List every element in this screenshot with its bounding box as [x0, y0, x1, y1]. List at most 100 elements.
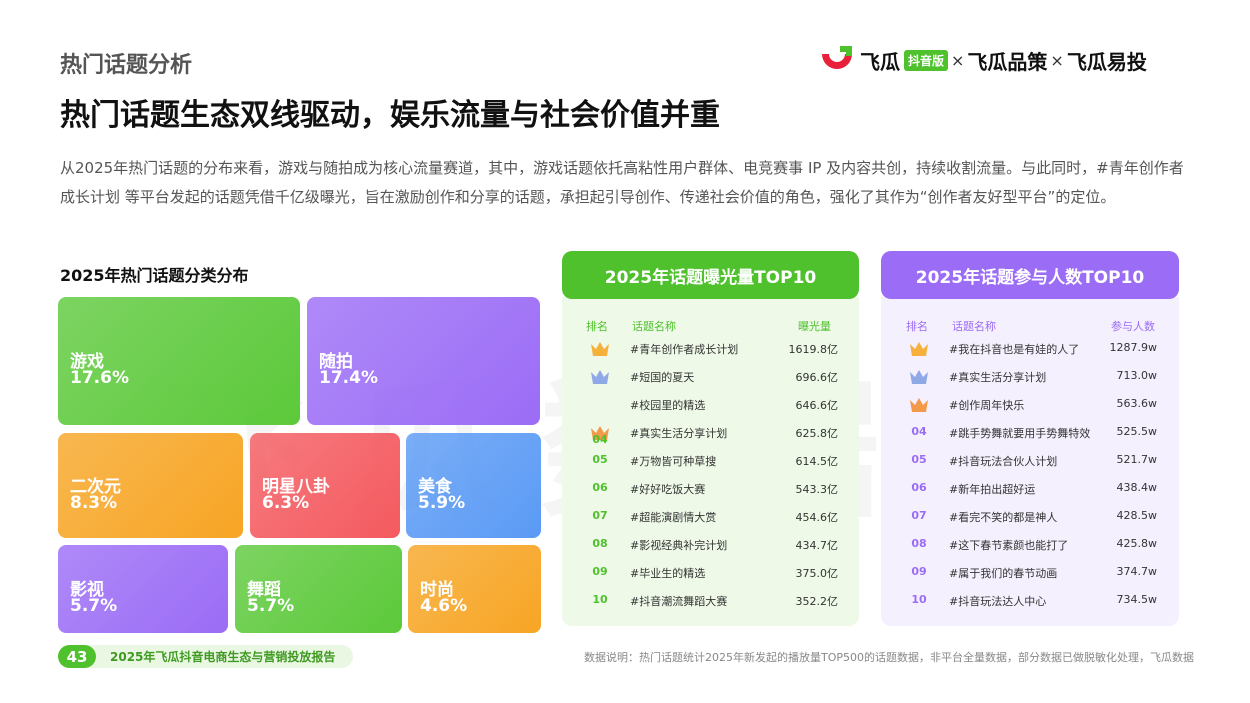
- participants-rank: 08: [911, 537, 927, 550]
- treemap-tile: 随拍 17.4%: [307, 297, 540, 425]
- participants-row: 04 #跳手势舞就要用手势舞特效 525.5w: [907, 425, 1157, 445]
- exposure-row: #短国的夏天 696.6亿: [588, 369, 838, 389]
- treemap-tile: 游戏 17.6%: [58, 297, 300, 425]
- crown-icon: [910, 342, 928, 356]
- participants-row: #真实生活分享计划 713.0w: [907, 369, 1157, 389]
- footer-report-badge: 43 2025年飞瓜抖音电商生态与营销投放报告: [58, 645, 354, 668]
- exposure-value: 625.8亿: [795, 427, 839, 440]
- feigua-logo-icon: [822, 46, 852, 69]
- participants-row: 10 #抖音玩法达人中心 734.5w: [907, 593, 1157, 613]
- treemap-tile-value: 17.4%: [319, 368, 378, 388]
- participants-top10-panel: 2025年话题参与人数TOP10: [881, 251, 1179, 626]
- participants-value: 734.5w: [1116, 593, 1158, 606]
- footer-report-title: 2025年飞瓜抖音电商生态与营销投放报告: [110, 650, 336, 664]
- treemap-tile-value: 5.7%: [70, 596, 118, 616]
- treemap-tile-label: 美食: [418, 477, 452, 497]
- participants-rank: 10: [911, 593, 927, 606]
- crown-icon: [910, 398, 928, 412]
- treemap-tile: 影视 5.7%: [58, 545, 228, 633]
- exposure-panel-title: 2025年话题曝光量TOP10: [562, 251, 859, 299]
- participants-row: 09 #属于我们的春节动画 374.7w: [907, 565, 1157, 585]
- exposure-rank: 07: [592, 509, 608, 522]
- participants-topic-name: #抖音玩法合伙人计划: [949, 455, 1058, 468]
- exposure-row: 04 #真实生活分享计划 625.8亿: [588, 425, 839, 446]
- participants-rank: 09: [911, 565, 927, 578]
- treemap-tile: 二次元 8.3%: [58, 433, 243, 538]
- exposure-value: 543.3亿: [795, 483, 839, 496]
- participants-topic-name: #这下春节素颜也能打了: [949, 539, 1069, 552]
- participants-rank: 07: [911, 509, 927, 522]
- participants-value: 563.6w: [1116, 397, 1158, 410]
- participants-col-value: 参与人数: [1111, 320, 1155, 333]
- exposure-col-rank: 排名: [586, 320, 608, 333]
- treemap-tile: 时尚 4.6%: [408, 545, 541, 633]
- exposure-topic-name: #短国的夏天: [630, 371, 695, 384]
- logo-badge: 抖音版: [904, 49, 949, 71]
- participants-topic-name: #我在抖音也是有娃的人了: [949, 343, 1080, 356]
- exposure-rank: 09: [592, 565, 608, 578]
- exposure-row: #青年创作者成长计划 1619.8亿: [588, 341, 838, 361]
- exposure-row: 05 #万物皆可种草搜 614.5亿: [588, 453, 838, 473]
- crown-icon: [910, 370, 928, 384]
- exposure-rank: 05: [592, 453, 608, 466]
- exposure-row: 10 #抖音潮流舞蹈大赛 352.2亿: [588, 593, 838, 613]
- treemap-title: 2025年热门话题分类分布: [60, 266, 249, 285]
- crown-icon: [591, 426, 609, 440]
- exposure-topic-name: #好好吃饭大赛: [630, 483, 706, 496]
- participants-value: 374.7w: [1116, 565, 1158, 578]
- exposure-rank: 06: [592, 481, 608, 494]
- exposure-topic-name: #校园里的精选: [630, 399, 706, 412]
- treemap-tile-label: 舞蹈: [247, 580, 281, 600]
- treemap-tile-value: 8.3%: [70, 493, 118, 513]
- treemap-tile: 明星八卦 6.3%: [250, 433, 400, 538]
- exposure-row: 06 #好好吃饭大赛 543.3亿: [588, 481, 838, 501]
- logo-separator: ×: [951, 50, 965, 70]
- page-number: 43: [58, 645, 96, 668]
- exposure-topic-name: #青年创作者成长计划: [630, 343, 739, 356]
- participants-panel-title: 2025年话题参与人数TOP10: [881, 251, 1179, 299]
- exposure-col-value: 曝光量: [798, 320, 831, 333]
- logo-brand: 飞瓜: [860, 49, 900, 74]
- exposure-value: 375.0亿: [795, 567, 839, 580]
- participants-row: 07 #看完不笑的都是神人 428.5w: [907, 509, 1157, 529]
- exposure-topic-name: #毕业生的精选: [630, 567, 706, 580]
- exposure-rank: 04: [592, 433, 608, 446]
- participants-value: 521.7w: [1116, 453, 1158, 466]
- exposure-top10-panel: 2025年话题曝光量TOP10: [562, 251, 859, 626]
- participants-value: 1287.9w: [1109, 341, 1158, 354]
- participants-topic-name: #创作周年快乐: [949, 399, 1025, 412]
- treemap-tile-value: 5.9%: [418, 493, 466, 513]
- exposure-row: #校园里的精选 646.6亿: [588, 397, 838, 417]
- treemap-tile-value: 17.6%: [70, 368, 129, 388]
- treemap-tile-label: 随拍: [319, 352, 353, 372]
- exposure-rank: 10: [592, 593, 608, 606]
- participants-col-name: 话题名称: [952, 320, 996, 333]
- brand-logo: 飞瓜 抖音版 × 飞瓜品策 × 飞瓜易投: [818, 44, 1147, 76]
- treemap-tile-label: 游戏: [70, 352, 104, 372]
- exposure-value: 696.6亿: [795, 371, 839, 384]
- participants-value: 713.0w: [1116, 369, 1158, 382]
- treemap-tile-label: 明星八卦: [262, 477, 330, 497]
- page-title: 热门话题生态双线驱动，娱乐流量与社会价值并重: [60, 98, 720, 133]
- participants-row: 05 #抖音玩法合伙人计划 521.7w: [907, 453, 1157, 473]
- exposure-topic-name: #万物皆可种草搜: [630, 455, 717, 468]
- participants-rank: 05: [911, 453, 927, 466]
- crown-icon: [591, 370, 609, 384]
- exposure-col-name: 话题名称: [632, 320, 676, 333]
- treemap-tile-value: 5.7%: [247, 596, 295, 616]
- participants-rank: 04: [911, 425, 927, 438]
- treemap-tile: 舞蹈 5.7%: [235, 545, 402, 633]
- exposure-row: 07 #超能演剧情大赏 454.6亿: [588, 509, 838, 529]
- participants-topic-name: #属于我们的春节动画: [949, 567, 1058, 580]
- participants-topic-name: #抖音玩法达人中心: [949, 595, 1047, 608]
- participants-value: 425.8w: [1116, 537, 1158, 550]
- participants-topic-name: #新年拍出超好运: [949, 483, 1036, 496]
- participants-topic-name: #看完不笑的都是神人: [949, 511, 1058, 524]
- exposure-value: 646.6亿: [795, 399, 839, 412]
- treemap-tile-value: 4.6%: [420, 596, 468, 616]
- participants-row: #创作周年快乐 563.6w: [907, 397, 1157, 417]
- exposure-topic-name: #影视经典补完计划: [630, 539, 728, 552]
- exposure-row: 09 #毕业生的精选 375.0亿: [588, 565, 838, 585]
- participants-value: 428.5w: [1116, 509, 1158, 522]
- exposure-row: 08 #影视经典补完计划 434.7亿: [588, 537, 838, 557]
